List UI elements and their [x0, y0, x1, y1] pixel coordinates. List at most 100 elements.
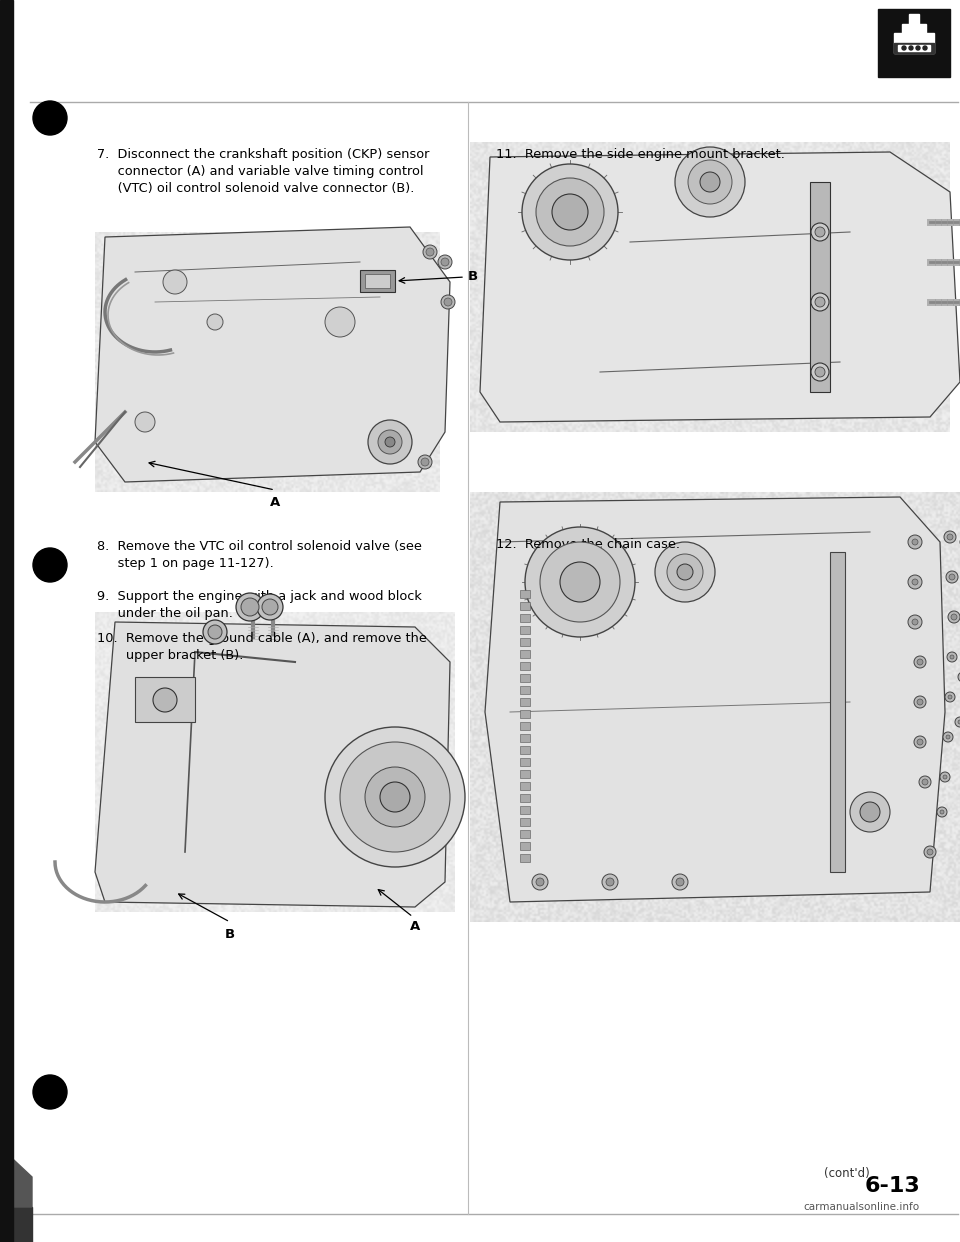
Bar: [520, 686, 530, 694]
Bar: [830, 551, 845, 872]
Circle shape: [811, 224, 829, 241]
Circle shape: [914, 656, 926, 668]
Circle shape: [236, 592, 264, 621]
Circle shape: [667, 554, 703, 590]
Text: connector (A) and variable valve timing control: connector (A) and variable valve timing …: [97, 165, 423, 178]
Circle shape: [927, 850, 933, 854]
Bar: [520, 662, 530, 669]
Circle shape: [950, 655, 954, 660]
Circle shape: [208, 625, 222, 638]
Circle shape: [951, 614, 957, 620]
Circle shape: [378, 430, 402, 455]
Circle shape: [33, 101, 67, 135]
Circle shape: [944, 532, 956, 543]
Bar: [520, 818, 530, 826]
Circle shape: [943, 775, 947, 779]
Circle shape: [536, 878, 544, 886]
Circle shape: [153, 688, 177, 712]
Circle shape: [908, 615, 922, 628]
Text: carmanualsonline.info: carmanualsonline.info: [804, 1202, 920, 1212]
Circle shape: [908, 575, 922, 589]
Bar: [520, 830, 530, 838]
Bar: [520, 854, 530, 862]
Bar: [0, 1207, 32, 1242]
Circle shape: [914, 737, 926, 748]
Circle shape: [385, 437, 395, 447]
Text: 8.  Remove the VTC oil control solenoid valve (see: 8. Remove the VTC oil control solenoid v…: [97, 540, 421, 553]
Circle shape: [525, 527, 635, 637]
Bar: [520, 614, 530, 622]
Circle shape: [380, 782, 410, 812]
Circle shape: [924, 46, 929, 51]
Circle shape: [914, 696, 926, 708]
Circle shape: [946, 571, 958, 582]
Circle shape: [700, 171, 720, 193]
Bar: [520, 794, 530, 802]
Text: A: A: [270, 496, 280, 508]
Text: 10.  Remove the ground cable (A), and remove the: 10. Remove the ground cable (A), and rem…: [97, 632, 427, 645]
Bar: [520, 758, 530, 766]
Circle shape: [163, 270, 187, 294]
Text: under the oil pan.: under the oil pan.: [97, 607, 233, 620]
Bar: [520, 842, 530, 850]
Bar: [520, 782, 530, 790]
Polygon shape: [95, 227, 450, 482]
Circle shape: [33, 1076, 67, 1109]
Circle shape: [919, 776, 931, 787]
Circle shape: [815, 227, 825, 237]
Bar: [520, 722, 530, 730]
Circle shape: [560, 561, 600, 602]
Circle shape: [917, 739, 923, 745]
Bar: [894, 34, 934, 53]
Circle shape: [917, 46, 922, 51]
Circle shape: [438, 255, 452, 270]
Bar: [520, 674, 530, 682]
Circle shape: [811, 363, 829, 381]
Circle shape: [441, 296, 455, 309]
Circle shape: [135, 412, 155, 432]
Circle shape: [945, 692, 955, 702]
Circle shape: [203, 620, 227, 645]
Circle shape: [688, 160, 732, 204]
Bar: [520, 590, 530, 597]
Circle shape: [917, 660, 923, 664]
Circle shape: [940, 810, 944, 814]
Circle shape: [552, 194, 588, 230]
Bar: [878, 9, 950, 77]
Text: (cont'd): (cont'd): [825, 1167, 870, 1180]
Circle shape: [811, 293, 829, 310]
Bar: [902, 24, 926, 34]
Bar: [894, 43, 934, 53]
Bar: [520, 770, 530, 777]
Circle shape: [909, 46, 913, 50]
Circle shape: [606, 878, 614, 886]
Polygon shape: [485, 497, 945, 902]
Circle shape: [325, 727, 465, 867]
Circle shape: [940, 773, 950, 782]
Circle shape: [958, 720, 960, 724]
Circle shape: [923, 46, 927, 50]
Circle shape: [902, 46, 906, 50]
Bar: [520, 710, 530, 718]
Text: 6-13: 6-13: [864, 1176, 920, 1196]
Text: (VTC) oil control solenoid valve connector (B).: (VTC) oil control solenoid valve connect…: [97, 183, 415, 195]
Bar: [360, 270, 395, 292]
Circle shape: [672, 874, 688, 891]
Bar: [810, 183, 830, 392]
Text: B: B: [468, 271, 478, 283]
Circle shape: [958, 672, 960, 682]
Bar: [520, 638, 530, 646]
Circle shape: [207, 314, 223, 330]
Circle shape: [540, 542, 620, 622]
Circle shape: [257, 594, 283, 620]
Polygon shape: [95, 622, 450, 907]
Circle shape: [423, 245, 437, 260]
Text: 12.  Remove the chain case.: 12. Remove the chain case.: [496, 538, 680, 551]
Circle shape: [912, 619, 918, 625]
Circle shape: [675, 147, 745, 217]
Circle shape: [602, 874, 618, 891]
Text: A: A: [410, 920, 420, 934]
Circle shape: [948, 611, 960, 623]
Circle shape: [522, 164, 618, 260]
Text: B: B: [225, 928, 235, 940]
